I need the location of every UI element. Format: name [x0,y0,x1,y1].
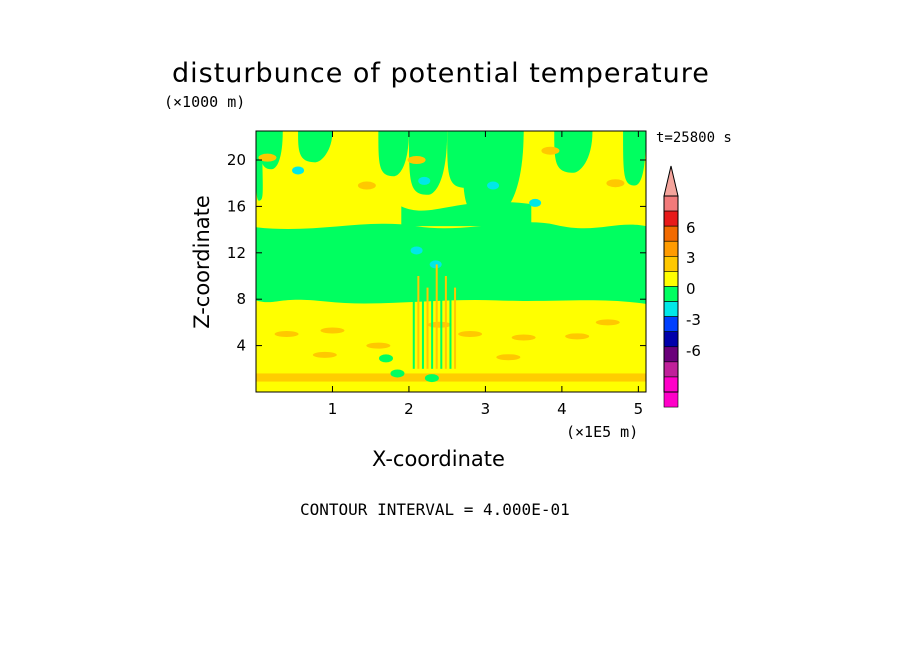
streak-orange [320,327,345,334]
x-axis-label: X-coordinate [372,447,505,471]
colorbar-cell [663,331,679,348]
streak-vertical [444,276,447,369]
colorbar-tick-label: 3 [686,249,696,267]
spot-cyan [418,176,431,185]
x-tick-label: 5 [634,400,644,418]
x-tick-label: 4 [557,400,567,418]
spot-green [379,354,393,363]
colorbar-cell [663,316,679,332]
streak-orange [274,331,299,337]
y-axis-ticks: 4 8 12 16 20 [227,151,646,355]
plume-green [256,131,263,201]
contour-field [256,131,646,392]
streak-orange [496,354,521,361]
spot-green [424,374,439,383]
streak-vertical [440,287,443,369]
y-tick-label: 12 [227,244,246,262]
colorbar-cell [663,195,679,212]
colorbar-cell [663,301,679,317]
spot-green [390,369,405,378]
y-tick-label: 4 [236,337,246,355]
contour-interval-label: CONTOUR INTERVAL = 4.000E-01 [300,500,570,519]
x-tick-label: 2 [404,400,414,418]
spot-orange [606,179,625,188]
plume-green [462,131,524,218]
streak-orange [565,333,590,340]
streak-vertical [417,276,420,369]
x-tick-label: 1 [328,400,338,418]
spot-cyan [529,198,542,207]
plot-frame [255,130,647,393]
spot-orange [541,146,560,155]
y-tick-label: 20 [227,151,246,169]
colorbar-cell [663,271,679,287]
chart-title: disturbunce of potential temperature [172,58,710,89]
band-orange-surface [256,373,646,382]
spot-cyan [292,166,305,175]
spot-cyan [487,181,500,190]
x-axis-unit: (×1E5 m) [566,423,639,441]
spot-orange [258,153,277,162]
band-green-mid [256,222,646,304]
colorbar-arrow [663,165,679,197]
colorbar-tick-label: 0 [686,280,696,298]
streak-vertical [421,264,424,369]
streak-orange [458,331,483,337]
plume-green [298,131,333,163]
y-tick-label: 8 [236,290,246,308]
plume-green [554,131,593,173]
colorbar: 6 3 0 -3 -6 [663,165,701,408]
colorbar-tick-label: -3 [686,311,701,329]
streak-orange [312,351,337,358]
streak-vertical [454,287,457,369]
plume-green [408,131,448,195]
streak-vertical [435,264,438,369]
streak-orange [366,342,391,349]
colorbar-cell [663,240,679,257]
colorbar-cell [663,346,679,363]
y-axis-unit: (×1000 m) [164,93,246,111]
streak-vertical [449,264,452,369]
colorbar-tick-label: -6 [686,342,701,360]
colorbar-cell [663,361,679,378]
time-label: t=25800 s [656,130,732,146]
colorbar-cell [663,210,679,227]
colorbar-cell [663,256,679,272]
streak-vertical [431,276,434,369]
colorbar-frame [663,195,679,393]
x-axis-ticks: 1 2 3 4 5 [328,131,643,418]
streak-vertical [412,287,415,369]
spot-cyan [410,246,423,255]
y-tick-label: 16 [227,197,246,215]
colorbar-cell [663,286,679,302]
streak-orange [511,334,536,341]
streak-orange [595,319,620,326]
plume-green [623,131,646,186]
colorbar-cell [663,225,679,242]
spot-orange [357,181,376,190]
plume-green [378,131,409,177]
colorbar-tick-label: 6 [686,219,696,237]
x-tick-label: 3 [481,400,491,418]
spot-orange [407,156,426,164]
band-green-upper [401,201,532,227]
streak-vertical [426,287,429,369]
